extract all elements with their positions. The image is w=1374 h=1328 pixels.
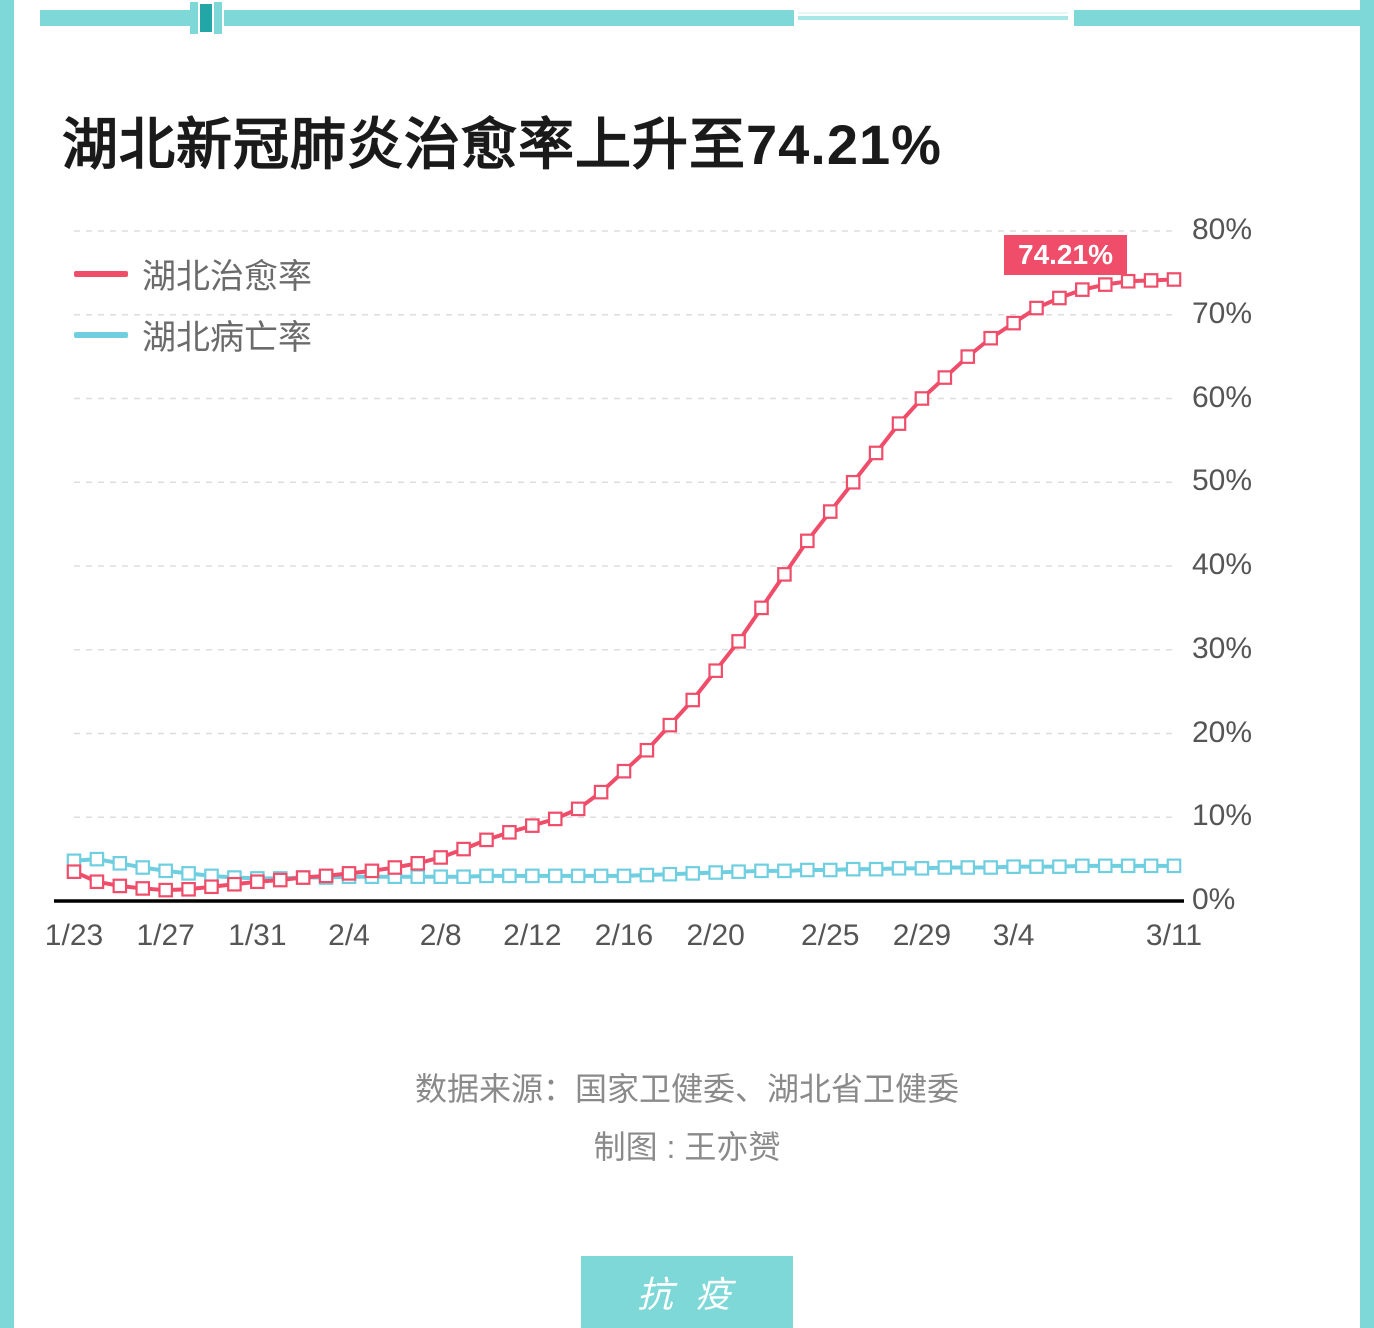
legend-item-recovery: 湖北治愈率 xyxy=(74,249,312,298)
y-tick-label: 40% xyxy=(1192,548,1252,582)
top-decoration xyxy=(14,0,1360,36)
source-value: 国家卫健委、湖北省卫健委 xyxy=(575,1071,959,1107)
y-tick-label: 30% xyxy=(1192,632,1252,666)
x-tick-label: 2/16 xyxy=(595,919,653,953)
x-tick-label: 3/4 xyxy=(993,919,1035,953)
author-line: 制图 : 王亦赟 xyxy=(54,1119,1320,1177)
y-tick-label: 60% xyxy=(1192,381,1252,415)
source-label: 数据来源： xyxy=(415,1071,575,1107)
x-tick-label: 1/27 xyxy=(136,919,194,953)
y-tick-label: 20% xyxy=(1192,716,1252,750)
legend-item-death: 湖北病亡率 xyxy=(74,310,312,359)
legend-label-death: 湖北病亡率 xyxy=(142,310,312,359)
card-frame: 湖北新冠肺炎治愈率上升至74.21% 湖北治愈率 湖北病亡率 74.21% 0%… xyxy=(0,0,1374,1328)
legend-swatch-recovery xyxy=(74,271,128,277)
x-tick-label: 2/4 xyxy=(328,919,370,953)
y-tick-label: 70% xyxy=(1192,297,1252,331)
x-tick-label: 2/20 xyxy=(686,919,744,953)
legend-label-recovery: 湖北治愈率 xyxy=(142,249,312,298)
chart-container: 湖北治愈率 湖北病亡率 74.21% 0% 10% 20% 30% 40% 50% 60% 7… xyxy=(54,221,1320,1001)
source-block: 数据来源：国家卫健委、湖北省卫健委 制图 : 王亦赟 xyxy=(54,1061,1320,1176)
x-tick-label: 2/29 xyxy=(893,919,951,953)
bottom-tag: 抗 疫 xyxy=(581,1256,793,1328)
value-callout: 74.21% xyxy=(1004,235,1127,275)
source-line: 数据来源：国家卫健委、湖北省卫健委 xyxy=(54,1061,1320,1119)
content-area: 湖北新冠肺炎治愈率上升至74.21% 湖北治愈率 湖北病亡率 74.21% 0%… xyxy=(54,70,1320,1268)
x-tick-label: 2/8 xyxy=(420,919,462,953)
x-tick-label: 1/23 xyxy=(45,919,103,953)
legend-swatch-death xyxy=(74,332,128,338)
x-tick-label: 1/31 xyxy=(228,919,286,953)
x-tick-label: 2/25 xyxy=(801,919,859,953)
y-tick-label: 50% xyxy=(1192,464,1252,498)
author-label: 制图 : xyxy=(594,1129,676,1165)
y-tick-label: 10% xyxy=(1192,799,1252,833)
author-value: 王亦赟 xyxy=(684,1129,780,1165)
y-tick-label: 0% xyxy=(1192,883,1235,917)
x-tick-label: 3/11 xyxy=(1146,919,1202,953)
x-tick-label: 2/12 xyxy=(503,919,561,953)
chart-title: 湖北新冠肺炎治愈率上升至74.21% xyxy=(62,100,1320,181)
legend: 湖北治愈率 湖北病亡率 xyxy=(74,249,312,371)
y-tick-label: 80% xyxy=(1192,213,1252,247)
